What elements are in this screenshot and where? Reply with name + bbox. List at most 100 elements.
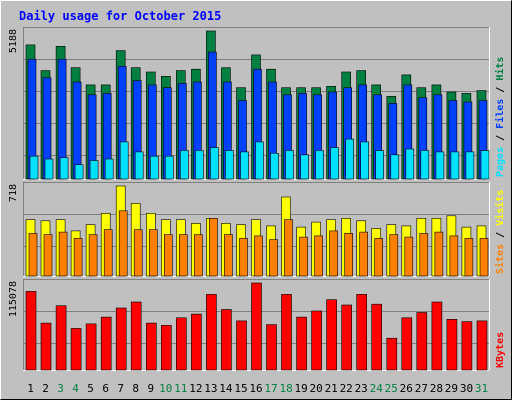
- bar-sites-25: [390, 235, 398, 276]
- bar-kbytes-10: [161, 325, 171, 370]
- bar-pages-28: [436, 152, 444, 179]
- bar-pages-1: [30, 156, 38, 179]
- x-tick-label-4: 4: [72, 382, 79, 395]
- bar-sites-27: [420, 233, 428, 276]
- y-max-label: 5188: [8, 29, 19, 53]
- bar-pages-13: [210, 148, 218, 179]
- bar-pages-14: [225, 151, 233, 180]
- bar-kbytes-30: [462, 322, 472, 370]
- bar-pages-20: [316, 151, 324, 180]
- x-tick-label-15: 15: [234, 382, 247, 395]
- bar-kbytes-18: [282, 294, 292, 370]
- legend-label-kbytes: KBytes: [495, 332, 506, 368]
- bar-sites-19: [300, 237, 308, 276]
- bar-sites-3: [59, 232, 67, 276]
- x-tick-label-6: 6: [102, 382, 109, 395]
- x-tick-label-29: 29: [445, 382, 458, 395]
- bar-sites-20: [315, 236, 323, 276]
- bar-kbytes-28: [432, 302, 442, 370]
- x-tick-label-5: 5: [87, 382, 94, 395]
- bar-kbytes-20: [312, 311, 322, 370]
- bar-pages-11: [180, 151, 188, 180]
- bar-pages-26: [406, 149, 414, 179]
- x-tick-label-28: 28: [430, 382, 443, 395]
- bar-sites-30: [465, 238, 473, 276]
- x-tick-label-27: 27: [415, 382, 428, 395]
- x-tick-label-26: 26: [400, 382, 413, 395]
- legend-label-hits-files-pages: Pages / Files / Hits: [494, 57, 506, 177]
- x-tick-label-10: 10: [159, 382, 172, 395]
- legend-text: KBytes: [495, 332, 506, 368]
- bar-kbytes-6: [101, 317, 111, 370]
- bar-pages-19: [301, 155, 309, 179]
- bar-kbytes-22: [342, 305, 352, 370]
- bar-sites-15: [240, 238, 248, 276]
- bar-kbytes-3: [56, 306, 66, 370]
- bar-pages-23: [361, 142, 369, 179]
- x-tick-label-12: 12: [189, 382, 202, 395]
- bar-pages-30: [466, 152, 474, 179]
- bar-pages-7: [120, 142, 128, 179]
- bar-kbytes-13: [206, 294, 216, 370]
- x-tick-label-11: 11: [174, 382, 187, 395]
- legend-label-visits-sites: Sites / Visits: [494, 190, 506, 274]
- x-tick-label-21: 21: [325, 382, 338, 395]
- bar-kbytes-21: [327, 300, 337, 370]
- bar-sites-28: [435, 232, 443, 276]
- bar-sites-21: [330, 231, 338, 276]
- bar-sites-24: [375, 238, 383, 276]
- bar-kbytes-17: [267, 325, 277, 370]
- bar-pages-9: [150, 156, 158, 179]
- legend-text: Pages: [495, 147, 506, 177]
- bar-sites-26: [405, 237, 413, 276]
- bar-kbytes-1: [26, 291, 36, 370]
- x-tick-label-3: 3: [57, 382, 64, 395]
- bar-sites-1: [29, 233, 37, 276]
- bar-pages-8: [135, 152, 143, 179]
- bar-kbytes-9: [146, 323, 156, 370]
- bar-sites-16: [255, 236, 263, 276]
- x-tick-label-8: 8: [132, 382, 139, 395]
- x-tick-label-9: 9: [147, 382, 154, 395]
- legend-text: /: [495, 129, 506, 147]
- bar-sites-4: [74, 238, 82, 276]
- bar-kbytes-7: [116, 308, 126, 370]
- bar-kbytes-8: [131, 302, 141, 370]
- x-tick-label-17: 17: [264, 382, 277, 395]
- bar-pages-17: [271, 153, 279, 179]
- bar-pages-16: [256, 142, 264, 179]
- bar-pages-21: [331, 148, 339, 179]
- bar-pages-12: [195, 151, 203, 180]
- bar-sites-9: [149, 230, 157, 276]
- bar-sites-29: [450, 236, 458, 276]
- x-tick-label-20: 20: [309, 382, 322, 395]
- bar-kbytes-26: [402, 318, 412, 370]
- x-tick-label-1: 1: [27, 382, 34, 395]
- bar-sites-18: [285, 220, 293, 276]
- legend-text: /: [495, 226, 506, 244]
- bar-kbytes-29: [447, 319, 457, 370]
- bar-sites-31: [480, 238, 488, 276]
- bar-sites-6: [104, 230, 112, 276]
- bar-pages-5: [90, 161, 98, 180]
- bar-sites-23: [360, 232, 368, 276]
- bar-kbytes-11: [176, 318, 186, 370]
- bar-pages-25: [391, 155, 399, 179]
- chart-title: Daily usage for October 2015: [19, 9, 221, 23]
- x-tick-label-18: 18: [279, 382, 292, 395]
- bar-kbytes-12: [191, 314, 201, 370]
- bar-sites-7: [119, 211, 127, 276]
- bar-pages-24: [376, 151, 384, 180]
- y-max-label: 115078: [8, 281, 19, 317]
- bar-sites-14: [224, 235, 232, 276]
- x-tick-label-31: 31: [475, 382, 488, 395]
- x-tick-label-13: 13: [204, 382, 217, 395]
- x-tick-label-30: 30: [460, 382, 473, 395]
- x-tick-label-14: 14: [219, 382, 233, 395]
- bar-pages-18: [286, 151, 294, 180]
- chart-panels: 5188 Pages / Files / Hits 718 Sites / Visit…: [8, 27, 506, 371]
- bar-sites-2: [44, 235, 52, 276]
- legend-text: Visits: [494, 190, 506, 226]
- legend-text: Sites: [494, 244, 506, 274]
